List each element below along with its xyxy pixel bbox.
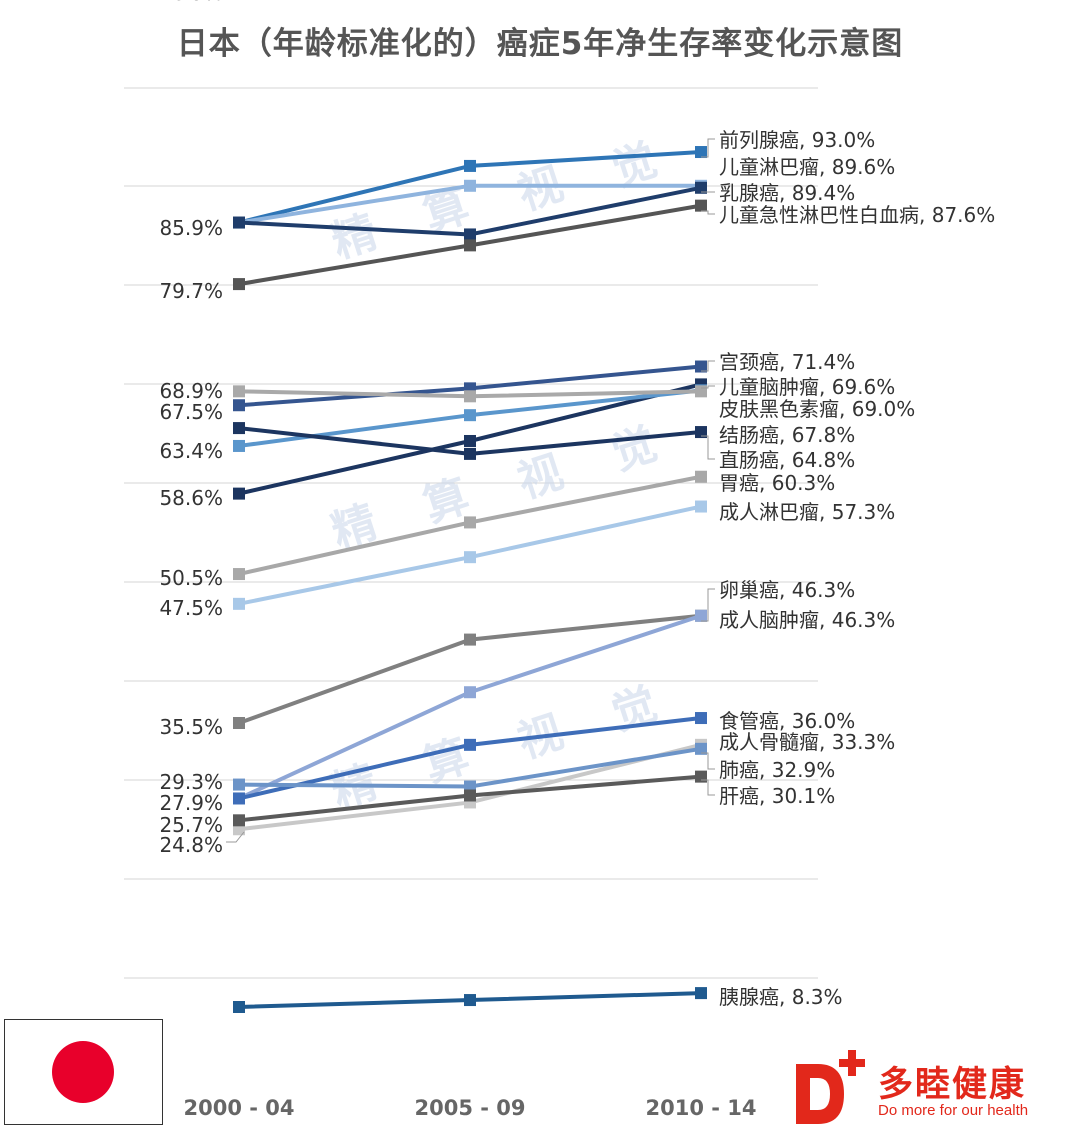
data-point-marker [233,278,245,291]
end-value-label: 宫颈癌, 71.4% [719,350,855,374]
watermark-char: 觉 [606,678,664,740]
leader-line [701,779,715,796]
end-value-label: 结肠癌, 67.8% [719,423,855,447]
end-value-label: 成人骨髓瘤, 33.3% [719,730,895,754]
start-value-label: 85.9% [159,216,223,240]
data-point-marker [464,239,476,252]
data-point-marker [695,742,707,755]
end-value-label: 肝癌, 30.1% [719,784,835,808]
data-point-marker [464,738,476,751]
end-value-label: 成人淋巴瘤, 57.3% [719,500,895,524]
end-value-label: 卵巢癌, 46.3% [719,578,855,602]
end-value-label: 乳腺癌, 89.4% [719,181,855,205]
brand-logo: 多睦健康 Do more for our health [792,1048,1080,1128]
data-point-marker [233,1001,245,1013]
data-point-marker [695,426,707,439]
start-value-label: 25.7% [159,813,223,837]
start-value-label: 67.5% [159,400,223,424]
leader-line [701,360,715,372]
data-point-marker [233,385,245,398]
end-value-label: 食管癌, 36.0% [719,709,855,733]
data-point-marker [464,447,476,460]
watermark-char: 视 [512,446,570,508]
end-value-label: 皮肤黑色素瘤, 69.0% [719,397,915,421]
start-value-label: 29.3% [159,770,223,794]
chart-title: 日本（年龄标准化的）癌症5年净生存率变化示意图 [176,26,904,62]
data-point-marker [464,551,476,564]
data-point-marker [695,470,707,483]
end-value-label: 儿童淋巴瘤, 89.6% [719,155,895,179]
data-point-marker [233,778,245,791]
data-point-marker [233,568,245,581]
start-value-label: 79.7% [159,279,223,303]
data-point-marker [695,199,707,212]
end-value-label: 儿童脑肿瘤, 69.6% [719,375,895,399]
data-point-marker [464,994,476,1007]
brand-mark-icon [796,1050,865,1124]
start-value-label: 68.9% [159,379,223,403]
data-point-marker [464,516,476,529]
watermark-char: 觉 [606,418,664,480]
start-value-label: 47.5% [159,596,223,620]
rising-sun-circle [52,1041,114,1103]
leader-line [701,752,715,770]
watermark-char: 视 [512,158,570,220]
data-point-marker [464,390,476,403]
start-value-label: 24.8% [159,833,223,857]
data-point-marker [233,597,245,610]
data-point-marker [695,987,707,1000]
japan-flag-icon [4,1019,163,1125]
end-value-label: 肺癌, 32.9% [719,758,835,782]
end-value-label: 胃癌, 60.3% [719,471,835,495]
end-value-label: 成人脑肿瘤, 46.3% [719,608,895,632]
data-point-marker [233,399,245,412]
data-point-marker [233,487,245,500]
x-tick-label: 2000 - 04 [183,1096,294,1120]
data-point-marker [464,179,476,192]
start-value-label: 27.9% [159,791,223,815]
end-value-label: 胰腺癌, 8.3% [719,985,843,1009]
data-point-marker [464,686,476,699]
data-point-marker [464,228,476,241]
start-value-label: 58.6% [159,486,223,510]
data-point-marker [695,360,707,373]
x-tick-label: 2005 - 09 [414,1096,525,1120]
data-point-marker [695,500,707,513]
leader-line [701,435,715,460]
x-tick-label: 2010 - 14 [645,1096,756,1120]
data-point-marker [233,814,245,827]
data-point-marker [695,712,707,725]
start-value-label: 63.4% [159,439,223,463]
end-value-label: 儿童急性淋巴性白血病, 87.6% [719,203,995,227]
data-point-marker [233,439,245,452]
start-value-label: 50.5% [159,566,223,590]
brand-slogan: Do more for our health [878,1102,1029,1119]
data-point-marker [464,633,476,646]
leader-line [701,210,715,215]
data-point-marker [695,181,707,194]
brand-name: 多睦健康 [878,1065,1027,1105]
start-value-label: 6.9% [172,0,223,5]
data-point-marker [233,717,245,730]
data-point-marker [464,409,476,422]
watermark-char: 精 [326,206,384,268]
leader-line [701,588,715,622]
data-point-marker [233,792,245,805]
data-point-marker [695,770,707,783]
data-point-marker [233,216,245,229]
data-point-marker [695,146,707,159]
data-point-marker [233,422,245,435]
leader-line [226,831,245,843]
leader-line [701,138,715,158]
data-point-marker [464,159,476,172]
data-point-marker [464,434,476,447]
leader-line [701,385,715,389]
data-point-marker [695,609,707,622]
data-point-marker [695,385,707,398]
end-value-label: 前列腺癌, 93.0% [719,128,875,152]
start-value-label: 35.5% [159,715,223,739]
end-value-label: 直肠癌, 64.8% [719,448,855,472]
data-point-marker [464,789,476,802]
